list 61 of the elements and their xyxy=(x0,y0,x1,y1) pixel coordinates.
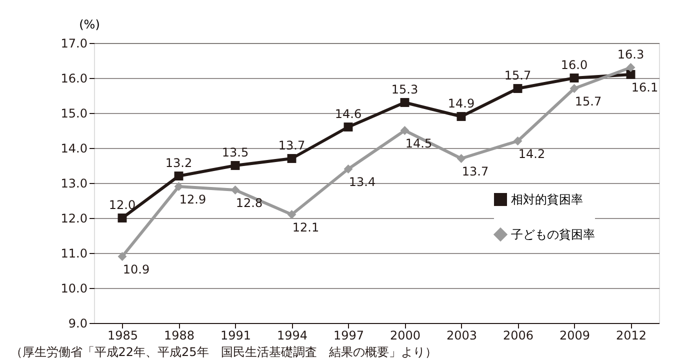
data-label: 14.5 xyxy=(405,136,432,150)
point xyxy=(400,98,410,107)
x-tick-label: 1994 xyxy=(276,328,308,342)
x-tick-label: 2006 xyxy=(502,328,534,342)
y-tick-label: 13.0 xyxy=(60,176,88,190)
legend-label: 相対的貧困率 xyxy=(511,192,583,206)
point xyxy=(513,136,522,146)
data-label: 12.1 xyxy=(292,220,320,234)
point xyxy=(456,154,466,163)
x-tick-label: 2003 xyxy=(446,328,478,342)
point xyxy=(570,84,579,93)
y-tick-label: 14.0 xyxy=(60,142,88,156)
data-label: 13.7 xyxy=(278,138,306,152)
data-label: 13.2 xyxy=(165,156,192,170)
point xyxy=(570,74,579,82)
data-label: 15.7 xyxy=(574,94,602,108)
data-label: 10.9 xyxy=(122,262,150,276)
y-tick-label: 11.0 xyxy=(60,246,88,260)
point xyxy=(287,154,296,163)
x-tick-label: 2000 xyxy=(390,328,421,342)
point xyxy=(230,161,240,170)
text: （厚生労働省「平成22年、平成25年 国民生活基礎調査 結果の概要」より） xyxy=(10,345,437,359)
y-tick-label: 10.0 xyxy=(60,282,88,296)
data-label: 16.1 xyxy=(631,80,658,94)
data-label: 15.3 xyxy=(391,82,418,96)
data-label: 14.6 xyxy=(334,107,362,121)
data-label: 12.8 xyxy=(236,196,263,210)
data-label: 12.0 xyxy=(108,198,136,212)
point xyxy=(118,214,127,222)
point xyxy=(400,126,410,135)
x-tick-label: 2009 xyxy=(559,328,590,342)
x-tick-label: 1985 xyxy=(107,328,138,342)
data-label: 13.5 xyxy=(222,146,249,160)
x-tick-label: 1988 xyxy=(164,328,195,342)
point xyxy=(513,84,522,93)
point xyxy=(344,122,353,132)
point xyxy=(174,172,184,180)
x-tick-label: 1991 xyxy=(220,328,252,342)
data-label: 14.9 xyxy=(448,96,475,110)
y-tick-label: 17.0 xyxy=(60,36,88,50)
y-tick-label: 15.0 xyxy=(60,106,88,120)
data-label: 14.2 xyxy=(518,147,546,161)
data-label: 15.7 xyxy=(504,68,532,82)
data-label: 16.3 xyxy=(617,48,644,62)
y-tick-label: 12.0 xyxy=(60,212,88,226)
data-label: 16.0 xyxy=(560,58,588,72)
point xyxy=(118,252,127,261)
point xyxy=(626,63,636,72)
legend-label: 子どもの貧困率 xyxy=(511,228,595,242)
x-tick-label: 1997 xyxy=(333,328,364,342)
y-tick-label: 16.0 xyxy=(60,72,88,86)
point xyxy=(456,112,466,121)
data-label: 13.7 xyxy=(462,164,489,178)
x-tick-label: 2012 xyxy=(616,328,647,342)
y-axis-title: (%) xyxy=(79,18,100,32)
point xyxy=(344,164,353,174)
data-label: 13.4 xyxy=(348,175,376,189)
y-tick-label: 9.0 xyxy=(68,316,88,330)
point xyxy=(626,70,636,79)
point xyxy=(287,210,296,219)
data-label: 12.9 xyxy=(179,192,206,206)
